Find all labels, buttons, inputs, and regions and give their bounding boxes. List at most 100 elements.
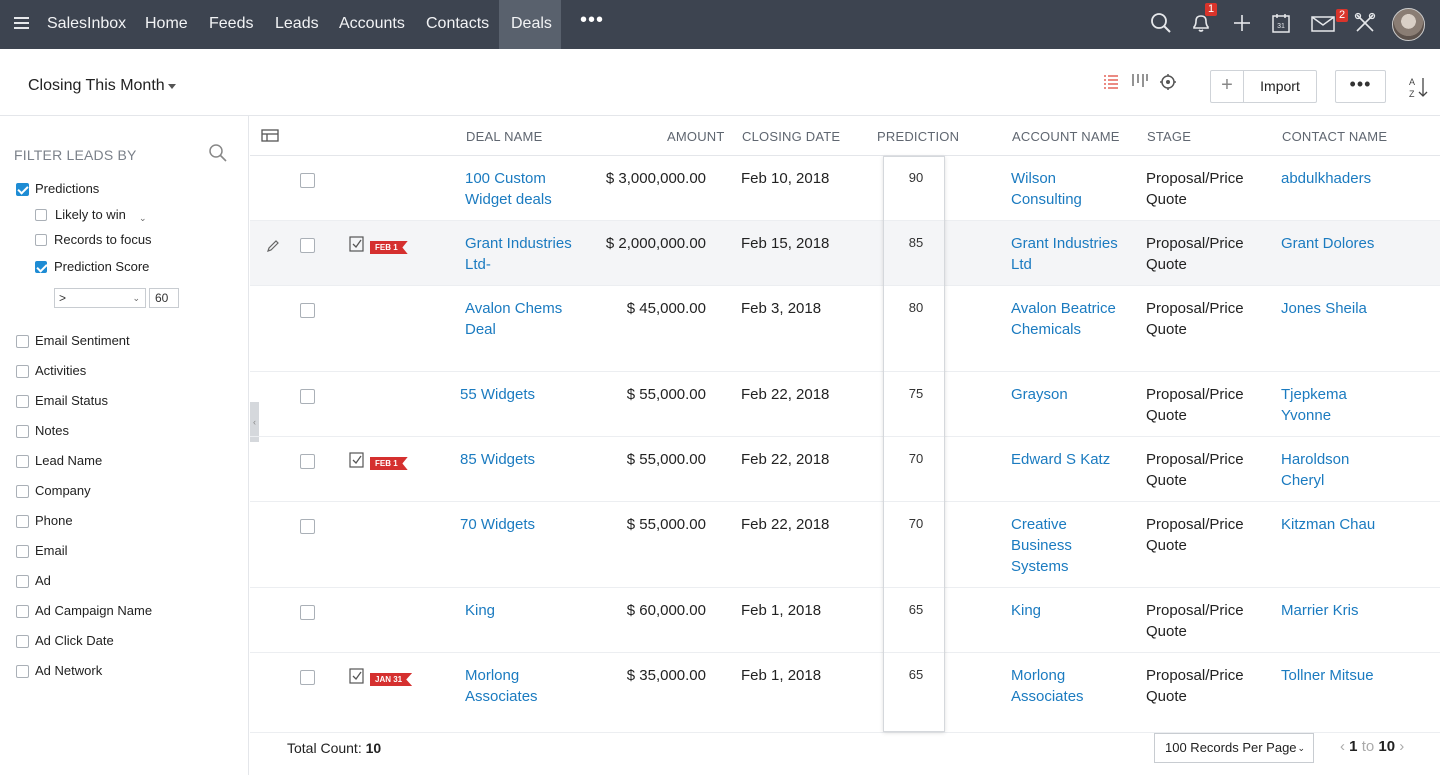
collapse-panel-handle[interactable]: ‹: [250, 402, 259, 442]
search-icon[interactable]: [208, 143, 228, 163]
deal-name-link[interactable]: 100 Custom Widget deals: [465, 170, 552, 208]
contact-name-link[interactable]: Grant Dolores: [1281, 235, 1375, 252]
header-stage[interactable]: STAGE: [1147, 129, 1192, 144]
account-name-link[interactable]: King: [1011, 602, 1042, 619]
column-settings-icon[interactable]: [261, 128, 281, 144]
row-checkbox[interactable]: [300, 389, 315, 404]
create-deal-button[interactable]: +: [1211, 71, 1244, 102]
menu-icon[interactable]: [14, 17, 29, 29]
deal-name-link[interactable]: 70 Widgets: [460, 516, 536, 533]
table-row[interactable]: 70 Widgets $ 55,000.00 Feb 22, 2018 70 Creat…: [250, 502, 1440, 588]
header-account-name[interactable]: ACCOUNT NAME: [1012, 129, 1120, 144]
kanban-view-icon[interactable]: [1131, 73, 1149, 91]
nav-feeds[interactable]: Feeds: [209, 15, 254, 32]
filter-field-checkbox[interactable]: [16, 575, 29, 588]
filter-field-checkbox[interactable]: [16, 335, 29, 348]
table-row[interactable]: 100 Custom Widget deals $ 3,000,000.00 Feb…: [250, 156, 1440, 221]
table-row[interactable]: FEB 1 Grant Industries Ltd- $ 2,000,000.00…: [250, 221, 1440, 286]
filter-field-checkbox[interactable]: [16, 515, 29, 528]
task-icon[interactable]: [349, 667, 364, 684]
header-deal-name[interactable]: DEAL NAME: [466, 129, 543, 144]
deal-name-link[interactable]: King: [465, 602, 496, 619]
header-contact-name[interactable]: CONTACT NAME: [1282, 129, 1388, 144]
task-icon[interactable]: [349, 235, 364, 252]
mail-icon[interactable]: [1311, 12, 1335, 34]
account-name-link[interactable]: Creative Business Systems: [1011, 516, 1072, 575]
import-button[interactable]: Import: [1260, 78, 1300, 94]
contact-name-link[interactable]: Marrier Kris: [1281, 602, 1359, 619]
filter-field-checkbox[interactable]: [16, 545, 29, 558]
brand-salesinbox[interactable]: SalesInbox: [47, 15, 127, 32]
nav-more-button[interactable]: •••: [580, 9, 605, 31]
sort-icon[interactable]: A Z: [1408, 75, 1430, 99]
nav-deals[interactable]: Deals: [499, 0, 561, 49]
header-amount[interactable]: AMOUNT: [667, 129, 725, 144]
table-row[interactable]: JAN 31 Morlong Associates $ 35,000.00 Feb 1…: [250, 653, 1440, 733]
task-due-flag[interactable]: JAN 31: [370, 673, 413, 686]
header-prediction[interactable]: PREDICTION: [877, 129, 960, 144]
header-closing-date[interactable]: CLOSING DATE: [742, 129, 841, 144]
task-due-flag[interactable]: FEB 1: [370, 241, 408, 254]
filter-field-checkbox[interactable]: [16, 395, 29, 408]
bell-icon[interactable]: [1190, 12, 1212, 34]
filter-field-checkbox[interactable]: [16, 605, 29, 618]
tools-icon[interactable]: [1354, 12, 1376, 34]
predictions-checkbox[interactable]: [16, 183, 29, 196]
list-view-icon[interactable]: [1102, 73, 1120, 91]
nav-home[interactable]: Home: [145, 15, 188, 32]
filter-field-checkbox[interactable]: [16, 365, 29, 378]
contact-name-link[interactable]: Jones Sheila: [1281, 300, 1367, 317]
user-avatar[interactable]: [1392, 8, 1425, 41]
contact-name-link[interactable]: abdulkhaders: [1281, 170, 1372, 187]
task-icon[interactable]: [349, 451, 364, 468]
task-due-flag[interactable]: FEB 1: [370, 457, 408, 470]
filter-field-checkbox[interactable]: [16, 635, 29, 648]
row-checkbox[interactable]: [300, 303, 315, 318]
row-checkbox[interactable]: [300, 519, 315, 534]
table-row[interactable]: 55 Widgets $ 55,000.00 Feb 22, 2018 75 Grays…: [250, 372, 1440, 437]
add-icon[interactable]: [1231, 12, 1253, 34]
contact-name-link[interactable]: Tjepkema Yvonne: [1281, 386, 1347, 424]
contact-name-link[interactable]: Haroldson Cheryl: [1281, 451, 1350, 489]
deal-name-link[interactable]: Grant Industries Ltd-: [465, 235, 572, 273]
filter-field-checkbox[interactable]: [16, 485, 29, 498]
likely-to-win-checkbox[interactable]: [35, 209, 47, 221]
table-row[interactable]: King $ 60,000.00 Feb 1, 2018 65 King Proposal…: [250, 588, 1440, 653]
account-name-link[interactable]: Avalon Beatrice Chemicals: [1011, 300, 1116, 338]
row-checkbox[interactable]: [300, 454, 315, 469]
contact-name-link[interactable]: Tollner Mitsue: [1281, 667, 1374, 684]
account-name-link[interactable]: Grant Industries Ltd: [1011, 235, 1118, 273]
prediction-score-checkbox[interactable]: [35, 261, 47, 273]
table-row[interactable]: Avalon Chems Deal $ 45,000.00 Feb 3, 2018 8…: [250, 286, 1440, 372]
account-name-link[interactable]: Edward S Katz: [1011, 451, 1111, 468]
prediction-view-icon[interactable]: [1159, 73, 1177, 91]
edit-icon[interactable]: [266, 239, 280, 253]
search-icon[interactable]: [1150, 12, 1172, 34]
row-checkbox[interactable]: [300, 670, 315, 685]
more-actions-button[interactable]: •••: [1335, 70, 1386, 103]
nav-leads[interactable]: Leads: [275, 15, 319, 32]
records-to-focus-checkbox[interactable]: [35, 234, 47, 246]
deal-name-link[interactable]: 55 Widgets: [460, 386, 536, 403]
next-page-icon[interactable]: ›: [1399, 738, 1405, 755]
score-operator-select[interactable]: > ⌄: [54, 288, 146, 308]
row-checkbox[interactable]: [300, 173, 315, 188]
custom-view-select[interactable]: Closing This Month: [28, 77, 165, 94]
score-value-input[interactable]: 60: [149, 288, 179, 308]
contact-name-link[interactable]: Kitzman Chau: [1281, 516, 1376, 533]
deal-name-link[interactable]: Morlong Associates: [465, 667, 538, 705]
filter-field-checkbox[interactable]: [16, 665, 29, 678]
records-per-page-select[interactable]: 100 Records Per Page ⌄: [1154, 733, 1314, 763]
nav-contacts[interactable]: Contacts: [426, 15, 490, 32]
account-name-link[interactable]: Grayson: [1011, 386, 1068, 403]
account-name-link[interactable]: Wilson Consulting: [1011, 170, 1082, 208]
nav-accounts[interactable]: Accounts: [339, 15, 405, 32]
filter-field-checkbox[interactable]: [16, 425, 29, 438]
chevron-down-icon[interactable]: ⌄: [139, 213, 147, 223]
account-name-link[interactable]: Morlong Associates: [1011, 667, 1084, 705]
deal-name-link[interactable]: 85 Widgets: [460, 451, 536, 468]
chevron-down-icon[interactable]: [168, 84, 176, 89]
calendar-icon[interactable]: 31: [1270, 12, 1292, 34]
filter-field-checkbox[interactable]: [16, 455, 29, 468]
table-row[interactable]: FEB 1 85 Widgets $ 55,000.00 Feb 22, 2018 70…: [250, 437, 1440, 502]
